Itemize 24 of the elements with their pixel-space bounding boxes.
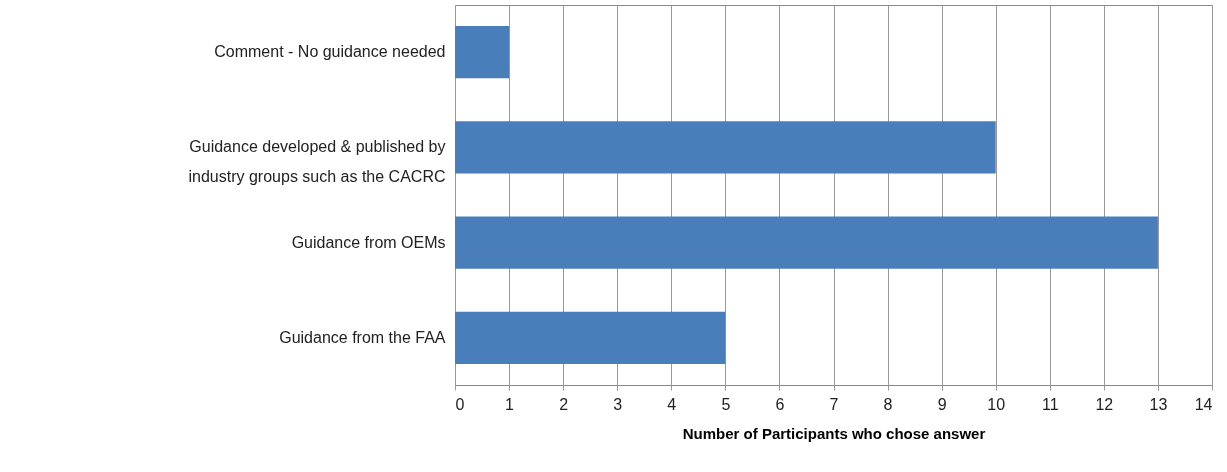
x-tick-label: 4 <box>667 395 677 413</box>
x-tick-label: 8 <box>883 395 893 413</box>
x-tick-label: 12 <box>1095 395 1114 413</box>
x-tick-label: 6 <box>775 395 785 413</box>
bar <box>455 311 726 365</box>
x-tick-label: 0 <box>455 395 465 413</box>
x-tick-label: 2 <box>559 395 569 413</box>
y-tick-label: Guidance from OEMs <box>291 233 446 251</box>
x-tick-label: 7 <box>829 395 839 413</box>
x-tick-label: 11 <box>1041 395 1059 413</box>
y-tick-label: Comment - No guidance needed <box>214 43 446 61</box>
x-tick-label: 9 <box>937 395 947 413</box>
x-axis-title: Number of Participants who chose answer <box>682 424 986 442</box>
x-tick-label: 13 <box>1149 395 1168 413</box>
x-tick-label: 14 <box>1194 395 1213 413</box>
bar <box>455 121 996 174</box>
y-tick-label: Guidance from the FAA <box>279 328 446 346</box>
bar <box>455 25 510 79</box>
y-tick-label: Guidance developed & published by industry groups such as the CACRC <box>188 138 446 186</box>
x-tick-label: 1 <box>505 395 515 413</box>
bar <box>455 216 1158 269</box>
x-tick-label: 3 <box>613 395 623 413</box>
x-tick-label: 10 <box>987 395 1006 413</box>
x-tick-label: 5 <box>721 395 731 413</box>
